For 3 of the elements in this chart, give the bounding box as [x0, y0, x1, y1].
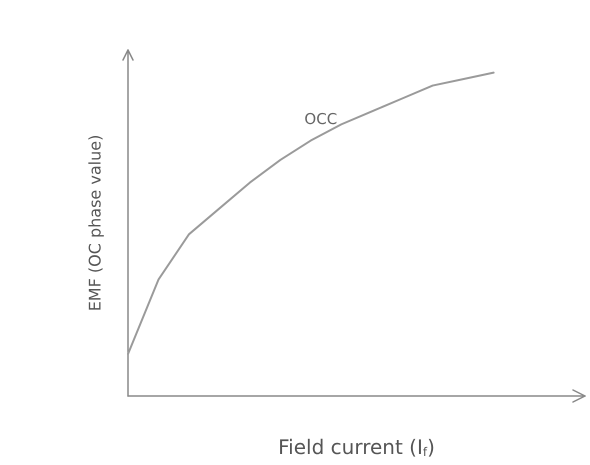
- series-label: OCC: [304, 110, 338, 128]
- y-axis-title: EMF (OC phase value): [86, 134, 104, 312]
- x-axis-title: Field current (If): [278, 435, 435, 459]
